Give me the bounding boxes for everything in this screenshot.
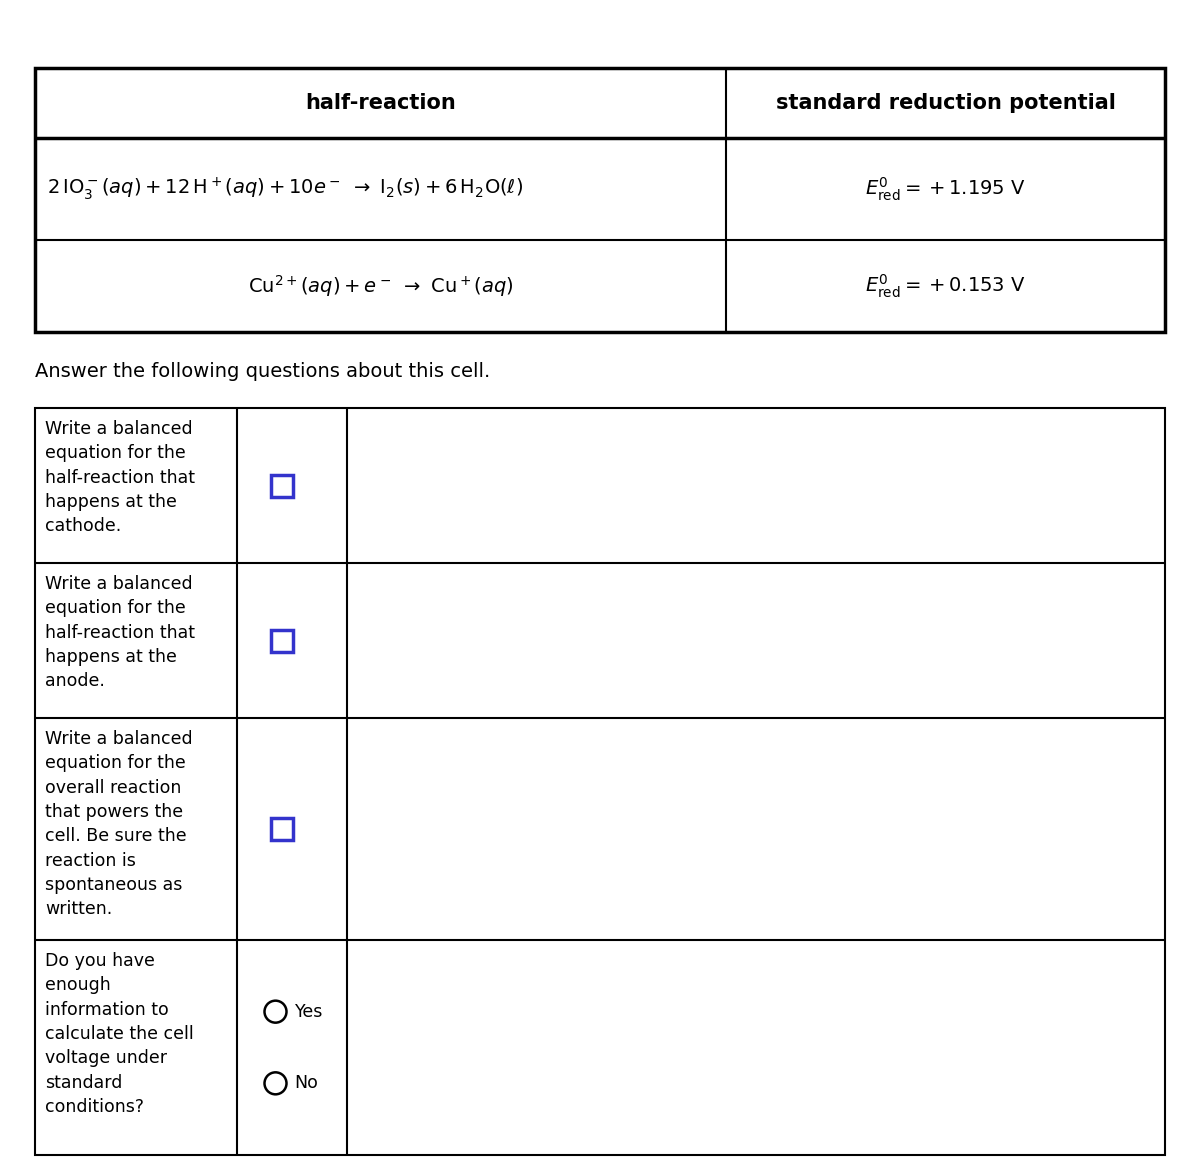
Text: Write a balanced
equation for the
half-reaction that
happens at the
anode.: Write a balanced equation for the half-r… (46, 576, 194, 690)
Bar (35, 408, 1165, 1155)
Text: half-reaction: half-reaction (305, 93, 456, 113)
Text: $\mathrm{Cu^{2+}}(aq)+e^-\ \rightarrow\ \mathrm{Cu^+}(aq)$: $\mathrm{Cu^{2+}}(aq)+e^-\ \rightarrow\ … (247, 273, 514, 299)
Bar (35, 68, 1165, 332)
Text: $E^{0}_{\mathrm{red}}=+0.153\ \mathrm{V}$: $E^{0}_{\mathrm{red}}=+0.153\ \mathrm{V}… (865, 272, 1026, 300)
Text: No: No (294, 1075, 318, 1092)
Bar (271, 475, 293, 497)
Text: Yes: Yes (294, 1003, 323, 1020)
Text: $E^{0}_{\mathrm{red}}=+1.195\ \mathrm{V}$: $E^{0}_{\mathrm{red}}=+1.195\ \mathrm{V}… (865, 175, 1026, 203)
Bar (271, 630, 293, 652)
Text: Answer the following questions about this cell.: Answer the following questions about thi… (35, 362, 491, 381)
Text: Write a balanced
equation for the
half-reaction that
happens at the
cathode.: Write a balanced equation for the half-r… (46, 420, 194, 535)
Text: Do you have
enough
information to
calculate the cell
voltage under
standard
cond: Do you have enough information to calcul… (46, 952, 193, 1116)
Circle shape (264, 1072, 287, 1094)
Text: Write a balanced
equation for the
overall reaction
that powers the
cell. Be sure: Write a balanced equation for the overal… (46, 730, 193, 918)
Text: standard reduction potential: standard reduction potential (775, 93, 1116, 113)
Circle shape (264, 1001, 287, 1023)
Bar (271, 818, 293, 840)
Text: $2\,\mathrm{IO_3^-}(aq)+12\,\mathrm{H^+}(aq)+10e^-\ \rightarrow\ \mathrm{I_2}(s): $2\,\mathrm{IO_3^-}(aq)+12\,\mathrm{H^+}… (47, 176, 523, 203)
